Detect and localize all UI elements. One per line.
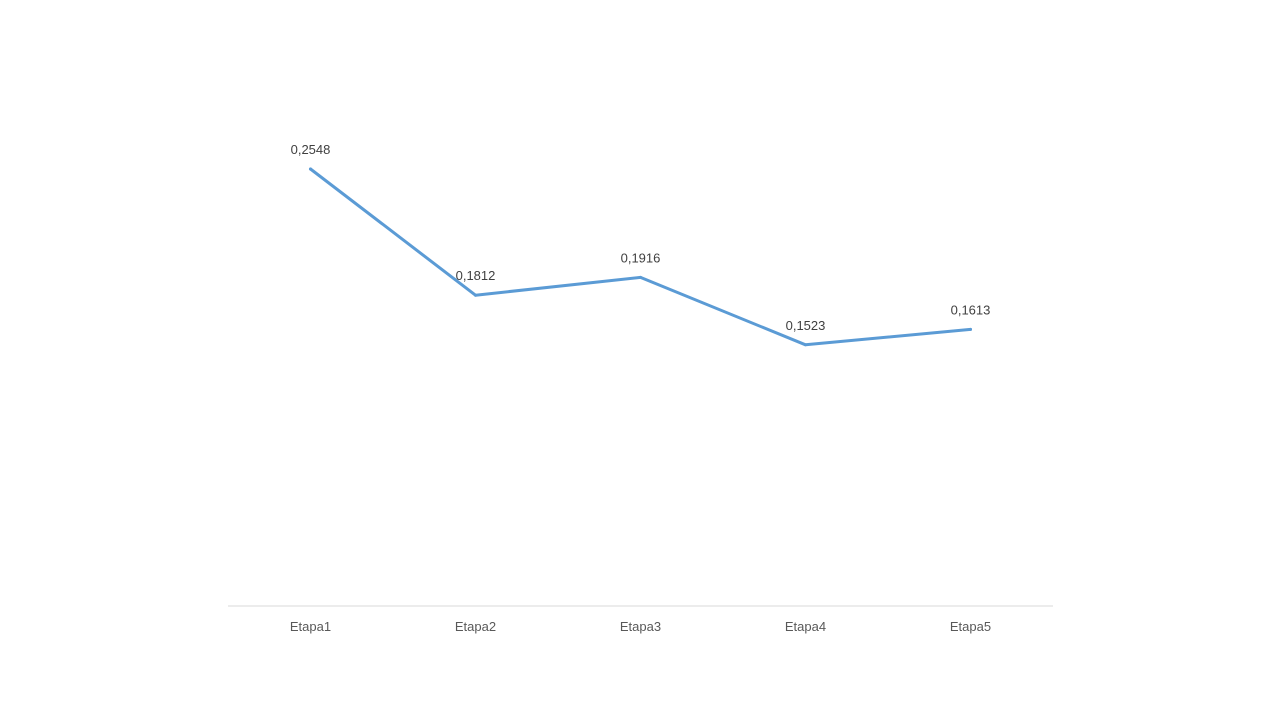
x-tick-label: Etapa3 [620,619,661,634]
data-point [309,167,312,171]
data-label: 0,1523 [786,318,826,333]
data-label: 0,2548 [291,142,331,157]
x-tick-label: Etapa4 [785,619,826,634]
data-label: 0,1812 [456,268,496,283]
x-tick-label: Etapa5 [950,619,991,634]
data-point [804,343,807,347]
x-tick-labels: Etapa1 Etapa2 Etapa3 Etapa4 Etapa5 [290,619,991,634]
x-tick-label: Etapa1 [290,619,331,634]
data-point [969,327,972,331]
data-label: 0,1613 [951,302,991,317]
data-point [639,275,642,279]
data-point [474,293,477,297]
data-points [309,167,972,347]
x-tick-label: Etapa2 [455,619,496,634]
data-label: 0,1916 [621,250,661,265]
data-labels: 0,2548 0,1812 0,1916 0,1523 0,1613 [291,142,991,333]
